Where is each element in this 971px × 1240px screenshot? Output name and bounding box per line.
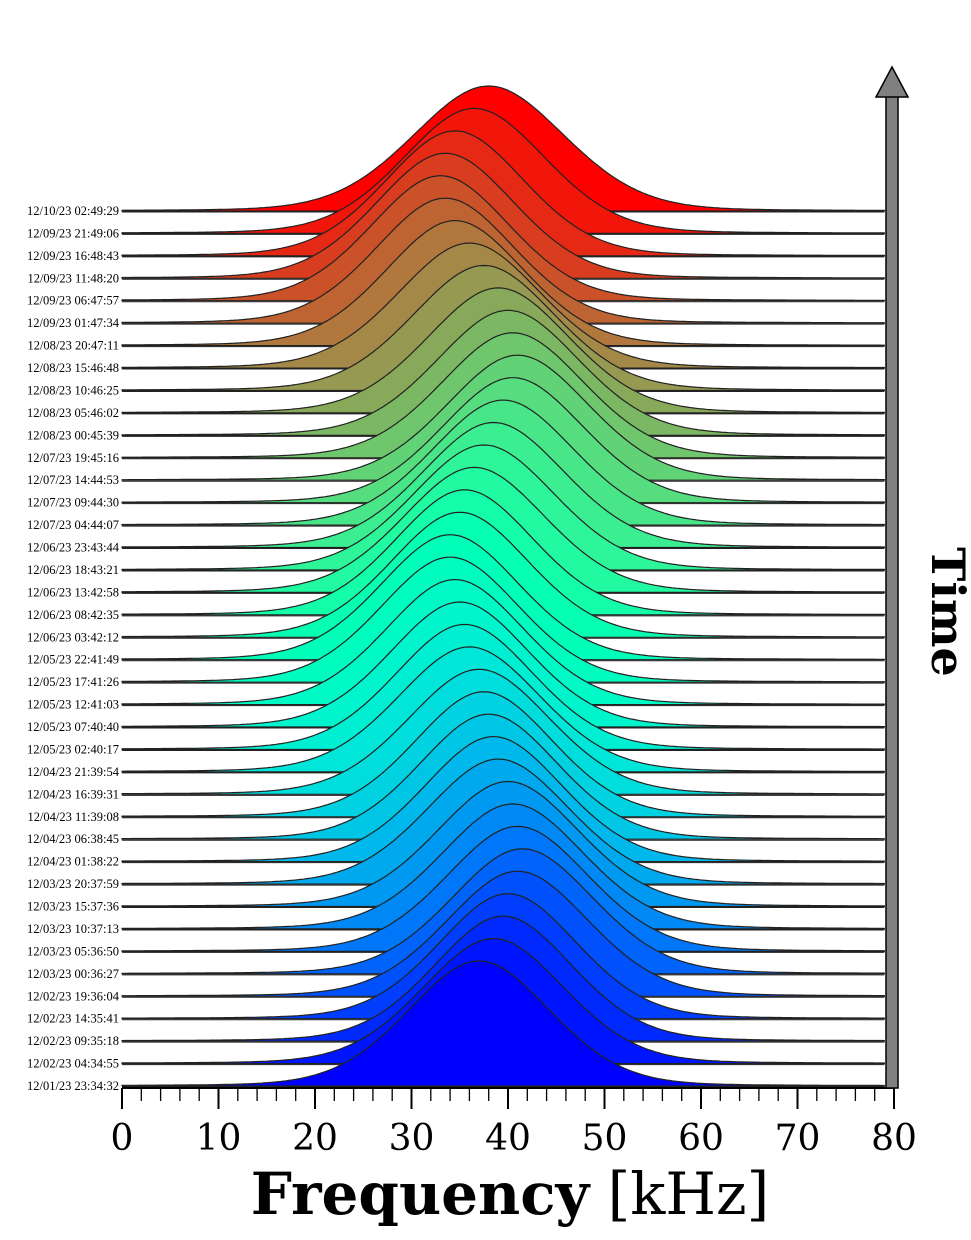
row-label: 12/09/23 11:48:20 [27,271,119,285]
row-label: 12/03/23 00:36:27 [27,967,119,981]
x-tick-label: 30 [389,1118,435,1159]
row-label: 12/08/23 05:46:02 [27,406,119,420]
x-tick-label: 0 [111,1118,134,1159]
time-arrow-head [874,65,910,98]
time-axis-title: Time [921,547,971,677]
x-tick-label: 80 [871,1118,917,1159]
row-label: 12/03/23 20:37:59 [27,877,119,891]
ridge-series [121,960,885,1087]
row-label: 12/04/23 16:39:31 [27,787,119,801]
row-label: 12/05/23 07:40:40 [27,720,119,734]
row-label: 12/06/23 03:42:12 [27,630,119,644]
row-label: 12/04/23 06:38:45 [27,832,119,846]
x-axis: 0 10 20 30 40 50 60 70 80 [111,1087,917,1159]
row-label: 12/06/23 23:43:44 [27,541,120,555]
ridge-series [121,152,885,279]
time-arrow: Time [874,65,971,1089]
row-label: 12/02/23 14:35:41 [27,1012,119,1026]
row-label: 12/05/23 02:40:17 [27,742,119,756]
row-label: 12/02/23 04:34:55 [27,1057,119,1071]
row-label: 12/02/23 09:35:18 [27,1034,119,1048]
row-label: 12/06/23 18:43:21 [27,563,119,577]
row-label: 12/05/23 12:41:03 [27,698,119,712]
row-label: 12/09/23 01:47:34 [27,316,120,330]
row-label: 12/08/23 20:47:11 [27,339,119,353]
row-label: 12/07/23 04:44:07 [27,518,119,532]
row-label: 12/07/23 09:44:30 [27,496,119,510]
row-label: 12/08/23 10:46:25 [27,383,119,397]
row-label: 12/04/23 01:38:22 [27,855,119,869]
row-label: 12/01/23 23:34:32 [27,1079,119,1093]
time-arrow-shaft [885,95,899,1089]
x-tick-label: 20 [292,1118,338,1159]
row-label: 12/05/23 22:41:49 [27,653,119,667]
x-tick-label: 60 [678,1118,724,1159]
x-tick-label: 50 [582,1118,628,1159]
row-label: 12/05/23 17:41:26 [27,675,119,689]
row-label: 12/02/23 19:36:04 [27,989,120,1003]
x-axis-title-space [589,1160,607,1228]
row-label: 12/06/23 13:42:58 [27,585,119,599]
row-label: 12/03/23 05:36:50 [27,944,119,958]
row-label: 12/03/23 15:37:36 [27,900,119,914]
row-label: 12/04/23 11:39:08 [27,810,119,824]
row-label: 12/07/23 14:44:53 [27,473,119,487]
row-label: 12/04/23 21:39:54 [27,765,120,779]
row-label: 12/10/23 02:49:29 [27,204,119,218]
x-tick-label: 70 [775,1118,821,1159]
x-axis-title-unit: [kHz] [608,1160,770,1228]
x-tick-label: 10 [196,1118,242,1159]
row-label: 12/08/23 15:46:48 [27,361,119,375]
row-label: 12/09/23 06:47:57 [27,294,119,308]
row-label: 12/06/23 08:42:35 [27,608,119,622]
row-label-group: 12/10/23 02:49:29 12/09/23 21:49:06 12/09/… [27,204,120,1093]
row-label: 12/08/23 00:45:39 [27,428,119,442]
row-label: 12/09/23 21:49:06 [27,226,119,240]
row-label: 12/07/23 19:45:16 [27,451,119,465]
row-label: 12/03/23 10:37:13 [27,922,119,936]
ridge-series-group [121,85,885,1088]
row-label: 12/09/23 16:48:43 [27,249,119,263]
x-axis-title-bold: Frequency [251,1160,592,1228]
x-tick-label: 40 [485,1118,531,1159]
x-axis-title: Frequency [kHz] [251,1160,769,1228]
